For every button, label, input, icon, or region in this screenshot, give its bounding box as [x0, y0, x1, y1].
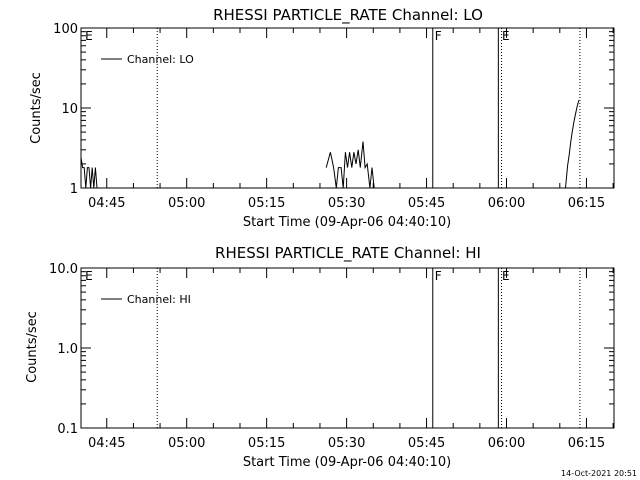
x-tick-label: 05:30 [328, 436, 365, 451]
plot-frame [80, 267, 615, 429]
x-tick-label: 06:00 [488, 196, 525, 211]
x-tick-label: 06:00 [488, 436, 525, 451]
x-tick-label: 06:15 [568, 196, 605, 211]
x-tick-label: 05:00 [168, 196, 205, 211]
y-tick-label: 0.1 [57, 422, 78, 437]
plot-area: 0.1 1.0 10.0 04:45 05:00 05:15 05:30 05:45 06:00… [49, 262, 615, 451]
series-line [565, 100, 580, 189]
plot-area: 1 10 100 04:45 05:00 05:15 05:30 05:45 06:00 06:1… [53, 22, 615, 211]
event-annotation: E [85, 29, 93, 43]
y-tick-label: 1 [70, 182, 78, 197]
legend-entry: Channel: LO [127, 53, 194, 66]
event-annotation: F [435, 269, 442, 283]
y-tick-label: 10 [61, 102, 78, 117]
x-axis-label: Start Time (09-Apr-06 04:40:10) [243, 215, 451, 230]
panel-lo: RHESSI PARTICLE_RATE Channel: LO Counts/… [29, 6, 615, 230]
event-annotation: F [435, 29, 442, 43]
event-annotation: E [502, 29, 510, 43]
y-tick-label: 100 [53, 22, 78, 37]
series-line [325, 141, 375, 189]
chart-title: RHESSI PARTICLE_RATE Channel: HI [215, 244, 481, 263]
series-line [80, 157, 98, 189]
x-tick-label: 06:15 [568, 436, 605, 451]
x-tick-label: 05:45 [408, 196, 445, 211]
y-tick-label: 10.0 [49, 262, 78, 277]
y-axis-label: Counts/sec [25, 311, 40, 383]
x-tick-label: 04:45 [88, 196, 125, 211]
x-tick-label: 05:30 [328, 196, 365, 211]
legend-entry: Channel: HI [127, 293, 191, 306]
event-annotation: E [502, 269, 510, 283]
y-axis-label: Counts/sec [29, 72, 44, 144]
x-tick-label: 05:00 [168, 436, 205, 451]
footer-timestamp: 14-Oct-2021 20:51 [561, 469, 637, 478]
panel-hi: RHESSI PARTICLE_RATE Channel: HI Counts/… [25, 244, 615, 470]
x-tick-label: 05:45 [408, 436, 445, 451]
x-tick-label: 04:45 [88, 436, 125, 451]
chart-title: RHESSI PARTICLE_RATE Channel: LO [213, 6, 483, 25]
x-axis-label: Start Time (09-Apr-06 04:40:10) [243, 455, 451, 470]
y-tick-label: 1.0 [57, 342, 78, 357]
x-tick-label: 05:15 [248, 436, 285, 451]
event-annotation: E [85, 269, 93, 283]
x-tick-label: 05:15 [248, 196, 285, 211]
